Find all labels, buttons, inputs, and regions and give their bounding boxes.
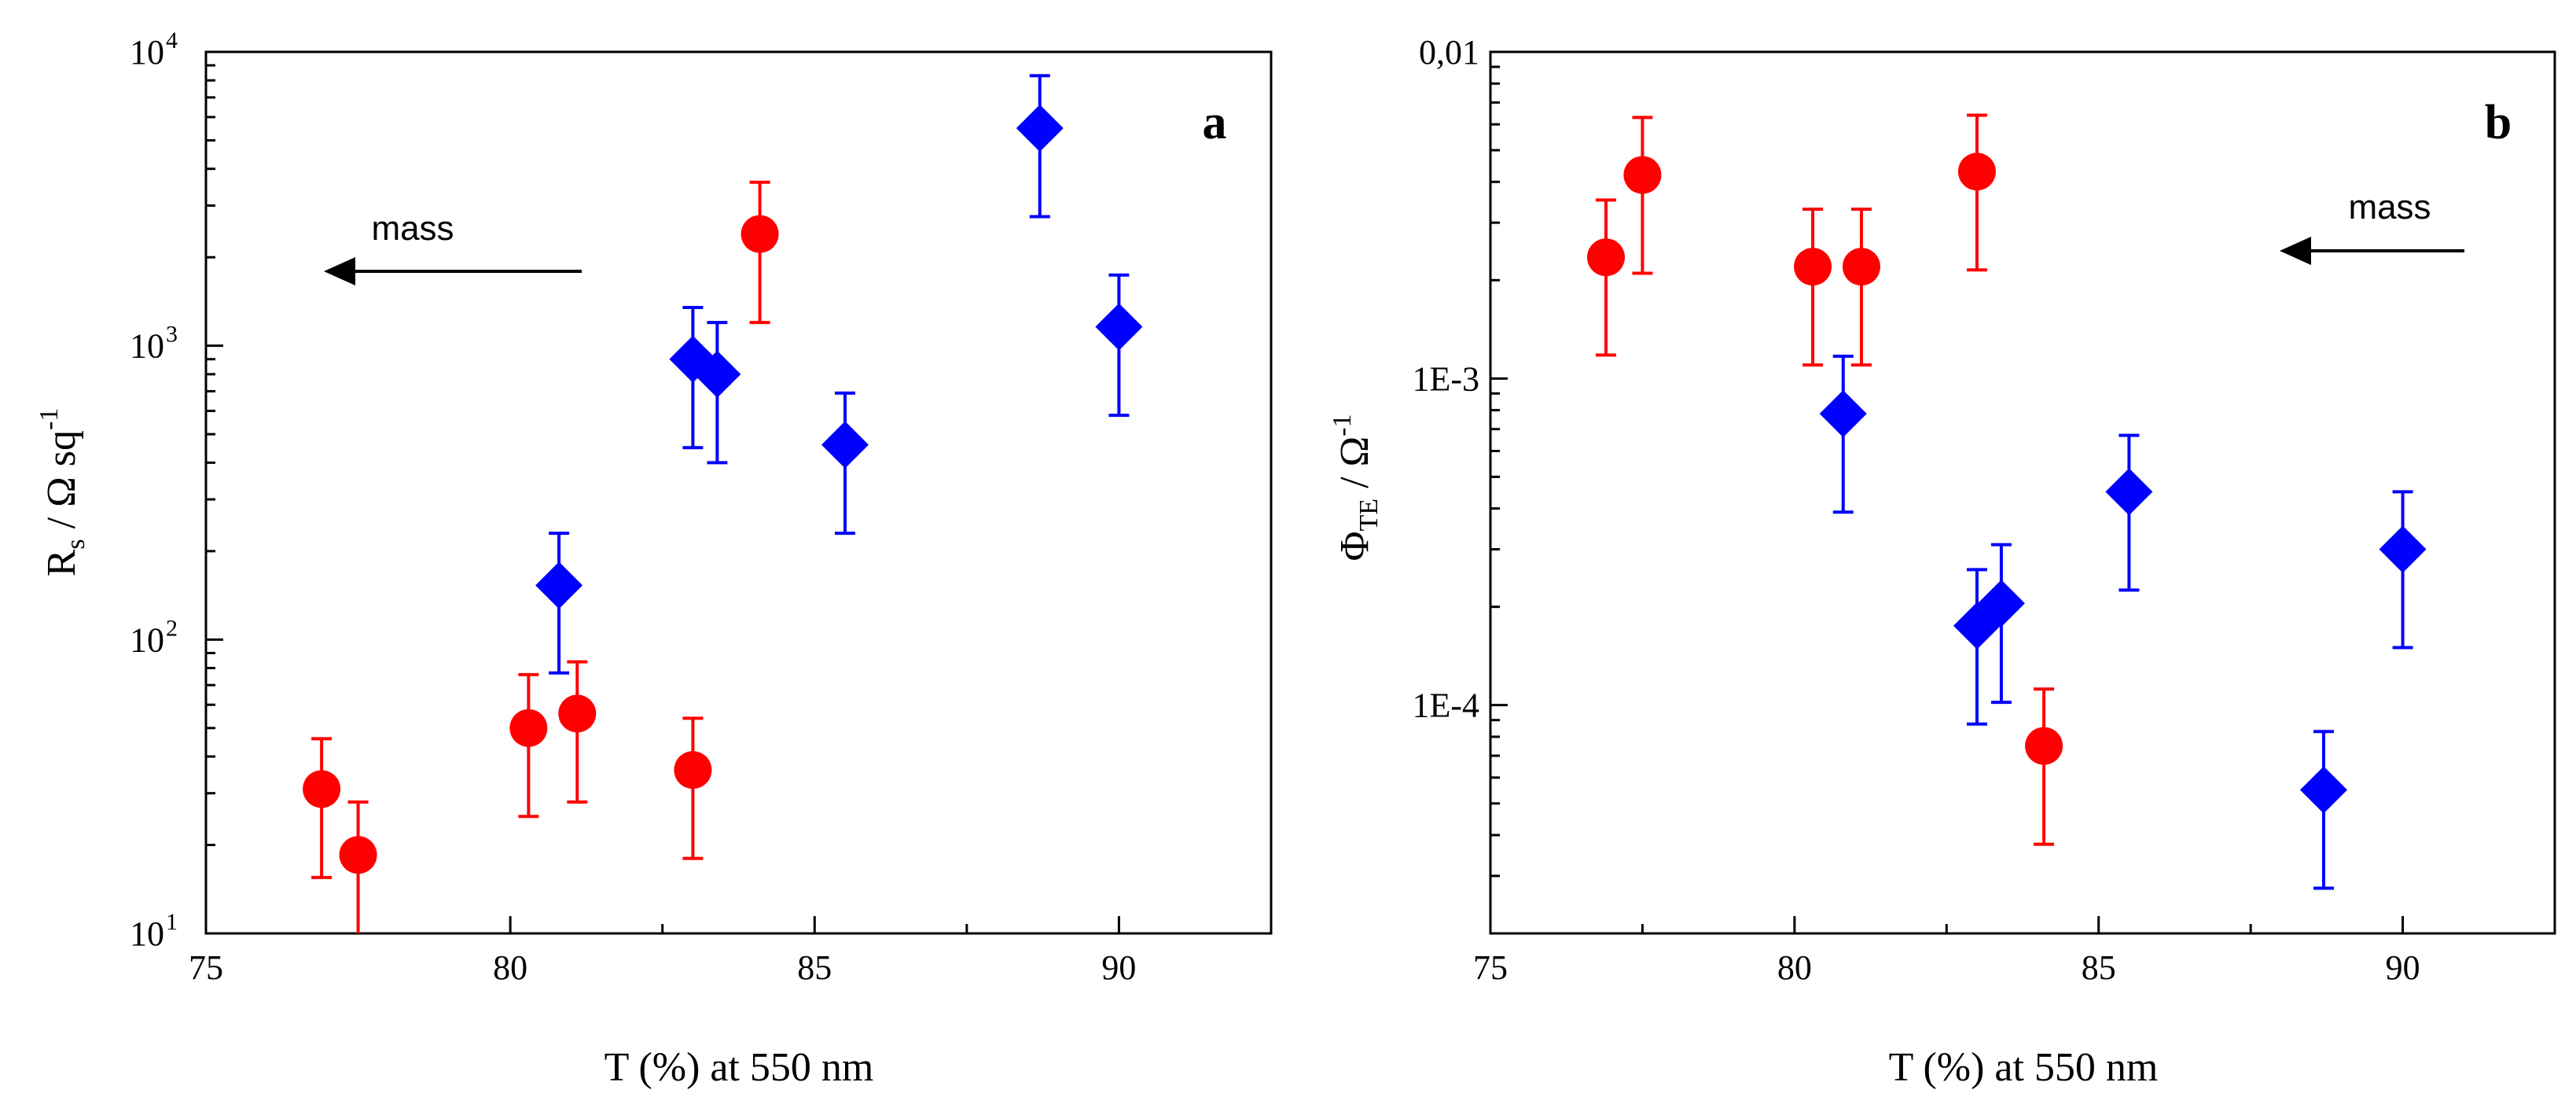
diamond-marker — [821, 421, 869, 469]
red-circle-point — [339, 800, 377, 933]
panel-a-label: a — [1203, 96, 1227, 149]
red-circle-point — [303, 737, 341, 879]
panel-a-mass-label: mass — [371, 209, 454, 248]
blue-diamond-point — [693, 321, 741, 465]
blue-diamond-point — [821, 391, 869, 536]
blue-diamond-point — [2379, 490, 2427, 650]
panel-b-frame — [1489, 50, 2556, 935]
blue-diamond-point — [1016, 74, 1064, 219]
panel-a: 75 80 85 90 101 102 103 104 a mass T (%) at 55… — [35, 28, 1273, 1090]
blue-diamond-point — [535, 532, 583, 675]
circle-marker — [1957, 153, 1996, 191]
x-tick-label: 90 — [2386, 948, 2420, 987]
panel-a-mass-arrow — [324, 257, 582, 285]
x-tick-label: 75 — [1473, 948, 1508, 987]
y-tick-label: 104 — [130, 28, 178, 72]
panel-a-y-axis-label: Rs / Ω sq-1 — [35, 408, 90, 577]
panel-b-x-ticks: 75 80 85 90 — [1473, 916, 2556, 987]
y-tick-label: 1E-3 — [1412, 359, 1479, 398]
red-circle-point — [740, 180, 779, 325]
circle-marker — [339, 836, 377, 874]
red-circle-point — [1842, 207, 1880, 367]
red-circle-point — [674, 716, 712, 860]
diamond-marker — [693, 350, 741, 398]
red-circle-point — [1587, 198, 1626, 357]
red-circle-point — [1623, 116, 1662, 275]
circle-marker — [1794, 248, 1832, 286]
panel-b-x-axis-label: T (%) at 550 nm — [1889, 1045, 2159, 1090]
blue-diamond-point — [1977, 543, 2025, 705]
diamond-marker — [2299, 766, 2347, 814]
panel-b-mass-arrow — [2280, 237, 2464, 265]
panel-a-x-axis-label: T (%) at 550 nm — [604, 1045, 874, 1090]
panel-a-points — [303, 74, 1143, 933]
blue-diamond-point — [2105, 433, 2153, 592]
x-tick-label: 90 — [1101, 948, 1136, 987]
x-tick-label: 85 — [2082, 948, 2116, 987]
blue-diamond-point — [1819, 355, 1867, 514]
panel-b-points — [1587, 113, 2427, 890]
x-tick-label: 75 — [189, 948, 223, 987]
diamond-marker — [1095, 303, 1143, 351]
diamond-marker — [1819, 390, 1867, 438]
y-tick-label: 0,01 — [1419, 33, 1479, 72]
diamond-marker — [2379, 525, 2427, 573]
blue-diamond-point — [2299, 730, 2347, 890]
y-tick-label: 101 — [130, 909, 178, 953]
panel-b-label: b — [2485, 96, 2512, 149]
x-tick-label: 85 — [797, 948, 832, 987]
y-tick-label: 1E-4 — [1412, 687, 1479, 725]
circle-marker — [674, 751, 712, 790]
panel-b-y-ticks: 1E-4 1E-3 0,01 — [1412, 33, 1508, 935]
circle-marker — [558, 694, 597, 733]
panel-b: 75 80 85 90 1E-4 1E-3 0,01 b mass T (%) at 55… — [1328, 33, 2556, 1090]
circle-marker — [303, 770, 341, 808]
panel-b-mass-label: mass — [2348, 188, 2431, 226]
panel-a-frame — [204, 50, 1273, 935]
blue-diamond-point — [1095, 273, 1143, 418]
circle-marker — [2025, 727, 2063, 765]
circle-marker — [1842, 248, 1880, 286]
circle-marker — [1587, 238, 1626, 277]
diamond-marker — [1977, 580, 2025, 628]
x-tick-label: 80 — [1777, 948, 1812, 987]
panel-a-y-ticks: 101 102 103 104 — [130, 28, 223, 953]
circle-marker — [509, 709, 548, 747]
red-circle-point — [1957, 113, 1996, 272]
diamond-marker — [1016, 105, 1064, 153]
x-tick-label: 80 — [493, 948, 527, 987]
y-tick-label: 103 — [130, 322, 178, 366]
diamond-marker — [2105, 468, 2153, 516]
panel-a-x-ticks: 75 80 85 90 — [189, 916, 1273, 987]
circle-marker — [1623, 156, 1662, 194]
diamond-marker — [535, 561, 583, 609]
circle-marker — [740, 215, 779, 253]
panel-b-y-axis-label: ΦTE / Ω-1 — [1328, 414, 1384, 561]
red-circle-point — [1794, 207, 1832, 367]
red-circle-point — [509, 672, 548, 819]
red-circle-point — [2025, 687, 2063, 846]
y-tick-label: 102 — [130, 615, 178, 659]
red-circle-point — [558, 660, 597, 804]
